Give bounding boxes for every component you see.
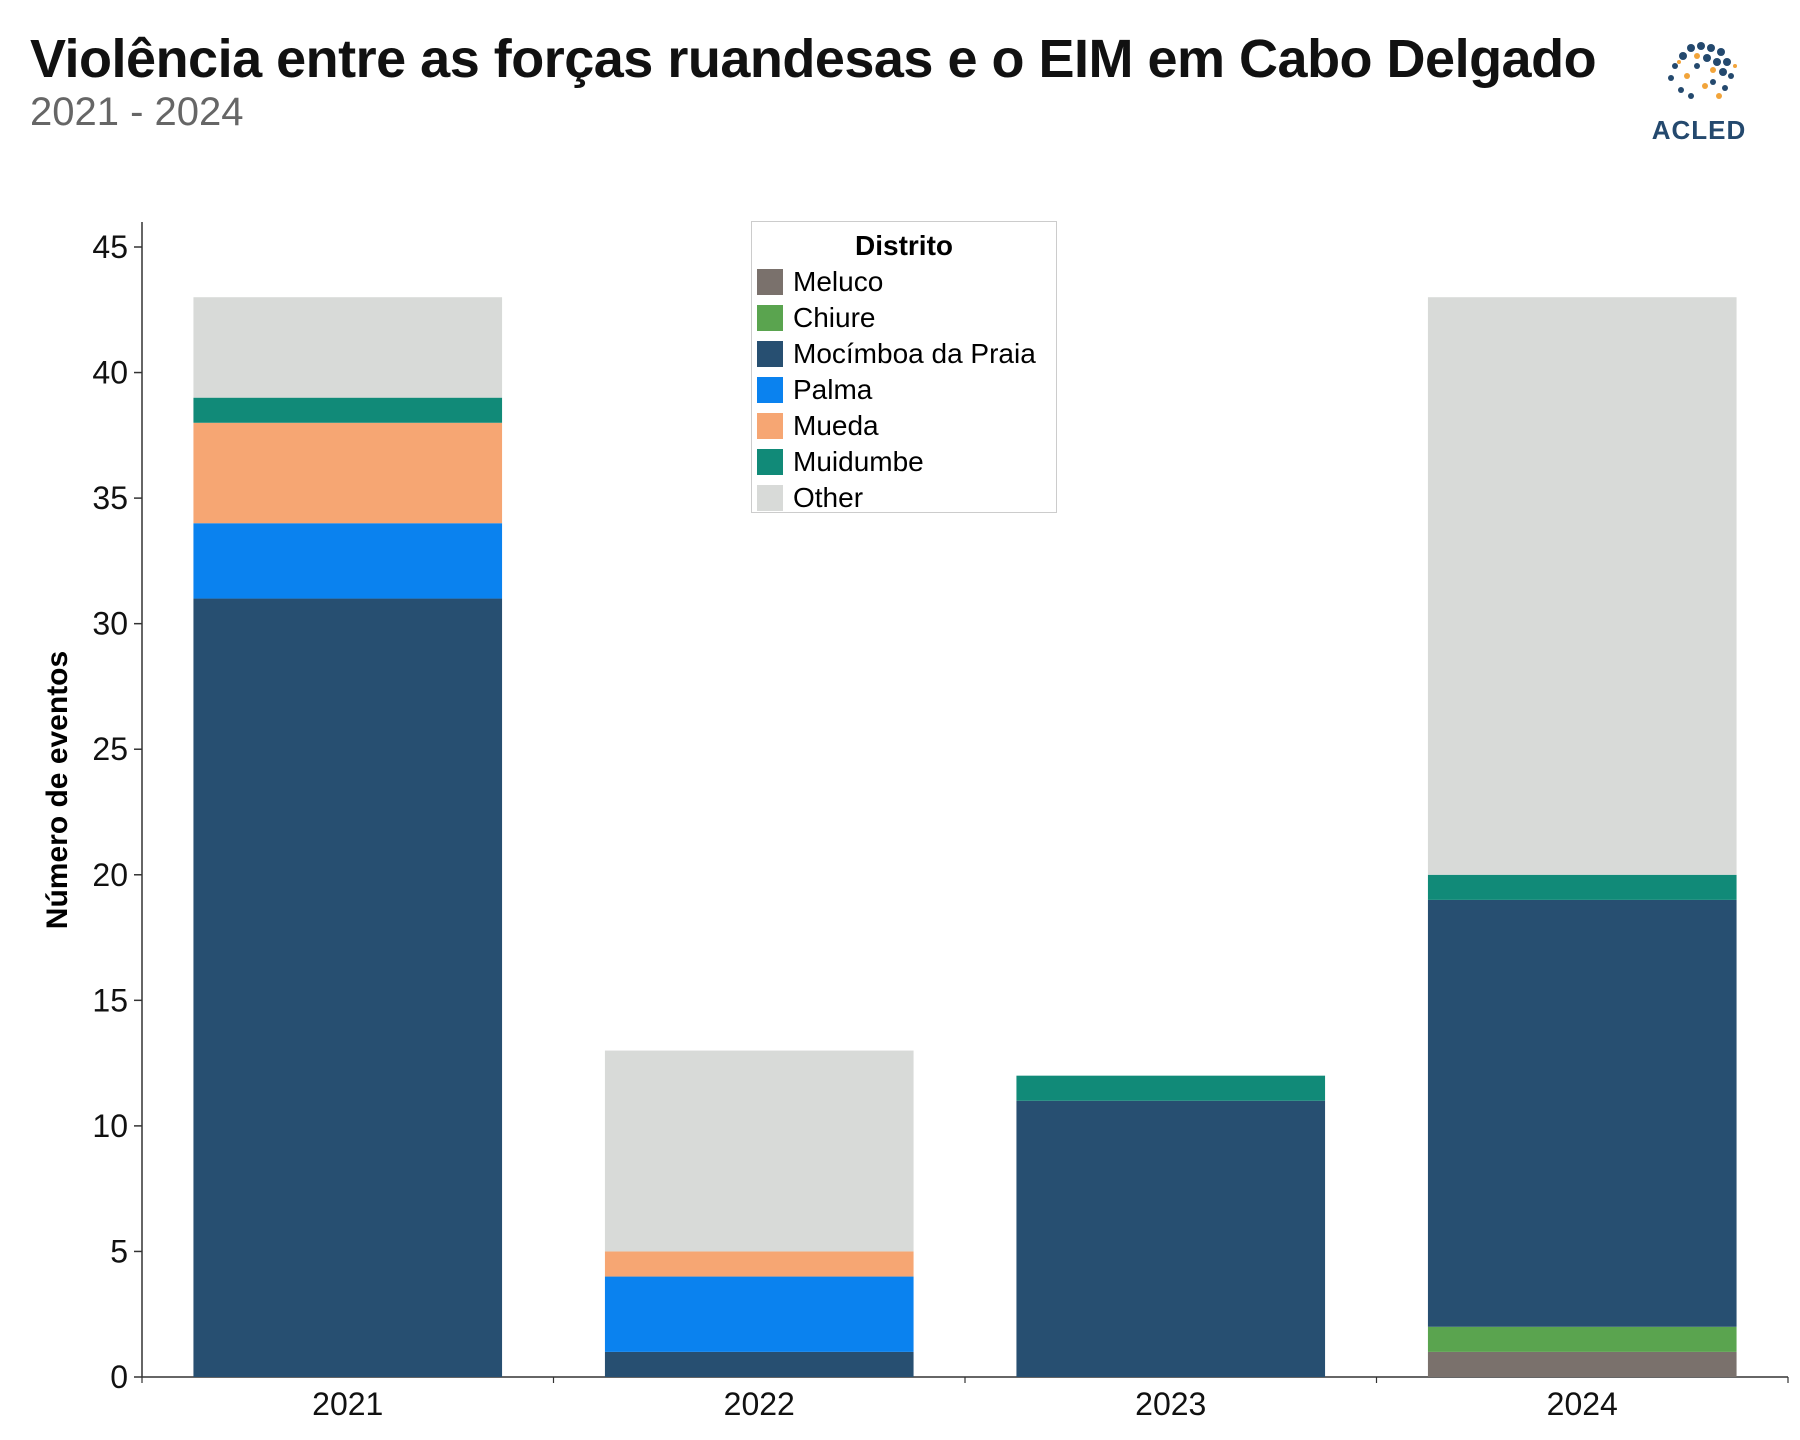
acled-logo: ACLED: [1634, 36, 1764, 146]
legend-swatch: [757, 269, 783, 295]
y-tick-label: 40: [92, 355, 128, 391]
legend-label: Muidumbe: [793, 446, 924, 477]
bar-segment-2021-moc-mboa-da-praia: [193, 598, 503, 1377]
globe-logo-icon: [1668, 42, 1737, 99]
bar-segment-2022-moc-mboa-da-praia: [604, 1351, 914, 1377]
legend-swatch: [757, 377, 783, 403]
y-tick-label: 0: [110, 1359, 128, 1395]
bar-segment-2022-palma: [604, 1276, 914, 1352]
bar-segment-2022-other: [604, 1050, 914, 1252]
legend-label: Mocímboa da Praia: [793, 338, 1036, 369]
bar-segment-2023-moc-mboa-da-praia: [1016, 1100, 1326, 1377]
y-tick-label: 35: [92, 480, 128, 516]
y-tick-label: 20: [92, 857, 128, 893]
chart-header: Violência entre as forças ruandesas e o …: [30, 28, 1597, 135]
legend-item: Chiure: [752, 300, 1056, 336]
y-tick-label: 5: [110, 1233, 128, 1269]
y-tick-label: 45: [92, 229, 128, 265]
legend-title: Distrito: [855, 230, 953, 261]
bar-segment-2021-other: [193, 297, 503, 398]
legend-item: Other: [752, 480, 1056, 516]
x-tick-label: 2024: [1547, 1386, 1618, 1422]
bar-segment-2021-mueda: [193, 422, 503, 524]
legend-label: Other: [793, 482, 864, 513]
bar-segment-2024-moc-mboa-da-praia: [1427, 899, 1737, 1327]
legend-label: Chiure: [793, 302, 876, 333]
y-tick-label: 30: [92, 606, 128, 642]
y-tick-label: 15: [92, 982, 128, 1018]
x-tick-label: 2023: [1135, 1386, 1206, 1422]
x-tick-label: 2021: [312, 1386, 383, 1422]
legend-swatch: [757, 449, 783, 475]
legend-item: Mueda: [752, 408, 1056, 444]
legend: Distrito Meluco Chiure Mocímboa da Praia Pa…: [751, 221, 1057, 513]
bar-segment-2024-muidumbe: [1427, 874, 1737, 900]
y-tick-label: 10: [92, 1108, 128, 1144]
y-tick-label: 25: [92, 731, 128, 767]
legend-item: Mocímboa da Praia: [752, 336, 1056, 372]
x-tick-label: 2022: [724, 1386, 795, 1422]
bar-segment-2022-mueda: [604, 1251, 914, 1277]
legend-swatch: [757, 341, 783, 367]
chart-subtitle: 2021 - 2024: [30, 90, 244, 134]
bar-segment-2023-muidumbe: [1016, 1075, 1326, 1101]
bar-segment-2021-muidumbe: [193, 397, 503, 423]
legend-swatch: [757, 413, 783, 439]
y-axis-label: Número de eventos: [41, 650, 74, 930]
legend-item: Muidumbe: [752, 444, 1056, 480]
legend-swatch: [757, 305, 783, 331]
legend-swatch: [757, 485, 783, 511]
logo-text: ACLED: [1651, 115, 1747, 145]
legend-label: Meluco: [793, 266, 884, 297]
legend-item: Meluco: [752, 264, 1056, 300]
legend-label: Mueda: [793, 410, 879, 441]
legend-label: Palma: [793, 374, 873, 405]
bar-segment-2024-chiure: [1427, 1326, 1737, 1352]
legend-item: Palma: [752, 372, 1056, 408]
bar-segment-2021-palma: [193, 523, 503, 599]
bar-segment-2024-meluco: [1427, 1351, 1737, 1377]
chart-title: Violência entre as forças ruandesas e o …: [30, 29, 1597, 89]
bar-segment-2024-other: [1427, 297, 1737, 875]
